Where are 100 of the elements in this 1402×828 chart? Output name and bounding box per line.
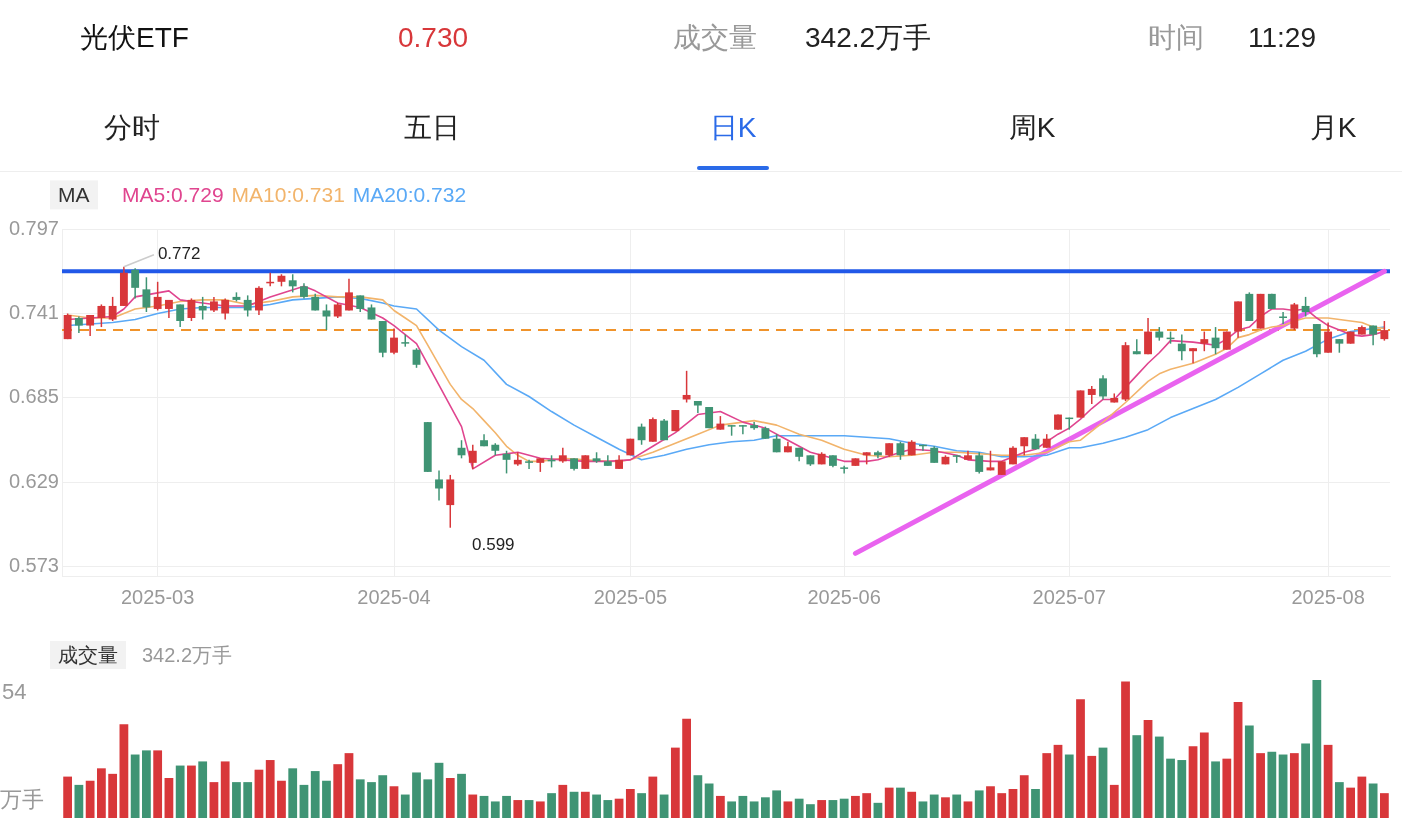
bar xyxy=(1188,746,1198,818)
bar xyxy=(1132,735,1142,818)
candlestick xyxy=(187,297,196,322)
bar xyxy=(344,753,354,818)
bar xyxy=(445,777,455,818)
bar xyxy=(1244,725,1254,818)
bar xyxy=(862,793,872,818)
bar xyxy=(1256,753,1265,818)
text: MA10:0.731 xyxy=(231,182,345,208)
candlestick xyxy=(345,278,353,312)
bar xyxy=(535,801,545,818)
bar xyxy=(119,724,129,818)
bar xyxy=(74,784,84,818)
bar xyxy=(142,750,151,818)
candlestick xyxy=(750,421,759,431)
bar xyxy=(1008,789,1018,818)
bar xyxy=(974,790,984,818)
y-tick-label: 0.685 xyxy=(8,385,59,408)
text: 日K xyxy=(709,111,757,145)
bar xyxy=(738,795,748,818)
x-tick-label: 2025-03 xyxy=(120,585,195,608)
bar xyxy=(130,754,140,818)
bar xyxy=(400,794,410,818)
candlestick xyxy=(288,273,297,294)
candlestick xyxy=(97,303,106,328)
bar xyxy=(1087,755,1097,818)
candlestick xyxy=(525,459,533,470)
text: 0.730 xyxy=(398,21,469,55)
bar xyxy=(1053,744,1063,818)
bar xyxy=(715,795,725,818)
text: MA5:0.729 xyxy=(122,182,224,208)
bar xyxy=(1222,758,1232,818)
bar xyxy=(198,761,208,818)
candlestick xyxy=(840,465,849,475)
candlestick xyxy=(390,327,398,355)
candlestick xyxy=(435,469,443,502)
bar xyxy=(1289,753,1299,818)
bar xyxy=(682,718,691,818)
bar xyxy=(333,764,343,818)
bar xyxy=(929,794,939,818)
bar xyxy=(772,790,782,818)
bar xyxy=(502,795,511,818)
candlestick xyxy=(142,276,151,313)
candlestick xyxy=(176,303,185,328)
bar xyxy=(817,800,827,818)
text: 342.2万手 xyxy=(142,643,233,667)
bar xyxy=(625,789,635,818)
candlestick xyxy=(322,303,331,331)
bar xyxy=(997,793,1007,818)
bar xyxy=(1323,744,1333,818)
text: MA xyxy=(50,180,98,210)
text: 342.2万手 xyxy=(805,21,932,55)
candlestick xyxy=(1132,338,1141,355)
bar xyxy=(1334,782,1344,818)
bar xyxy=(1211,761,1220,818)
bar xyxy=(479,795,489,818)
bar xyxy=(232,782,241,818)
candlestick xyxy=(468,443,477,470)
y-tick-label: 0.797 xyxy=(8,216,59,239)
bar xyxy=(1166,758,1175,818)
bar xyxy=(1233,702,1243,818)
bar xyxy=(558,784,568,818)
bar xyxy=(187,765,196,818)
bar xyxy=(580,791,590,818)
bar xyxy=(355,779,365,818)
bar xyxy=(153,750,163,818)
bar xyxy=(1379,793,1389,818)
text: 万手 xyxy=(0,786,44,814)
bar xyxy=(1042,753,1052,818)
candlestick xyxy=(131,267,140,300)
x-tick-label: 2025-05 xyxy=(593,585,668,608)
bar xyxy=(670,747,680,818)
candlestick xyxy=(86,314,95,337)
bar xyxy=(310,771,320,818)
bar xyxy=(569,791,579,818)
candlestick xyxy=(1099,374,1107,401)
bar xyxy=(806,804,815,818)
bar xyxy=(412,772,421,818)
bar xyxy=(423,779,433,818)
text: 分时 xyxy=(104,111,160,145)
x-tick-label: 2025-04 xyxy=(357,585,431,608)
bar xyxy=(547,793,556,818)
bar xyxy=(434,762,444,818)
bar xyxy=(1154,736,1164,818)
bar xyxy=(1177,760,1187,818)
bar xyxy=(839,798,849,818)
y-tick-label: 0.573 xyxy=(8,554,59,577)
bar xyxy=(468,794,478,818)
text: 时间 xyxy=(1148,21,1204,55)
bar xyxy=(1199,732,1209,818)
bar xyxy=(513,800,523,818)
bar xyxy=(299,784,309,818)
candlestick xyxy=(1324,321,1333,354)
candlestick xyxy=(153,281,162,312)
bar xyxy=(1301,743,1310,818)
candlestick xyxy=(1144,317,1152,355)
bar xyxy=(457,773,466,818)
text: 54 xyxy=(2,678,27,706)
bar xyxy=(749,801,759,818)
bar xyxy=(220,761,230,818)
